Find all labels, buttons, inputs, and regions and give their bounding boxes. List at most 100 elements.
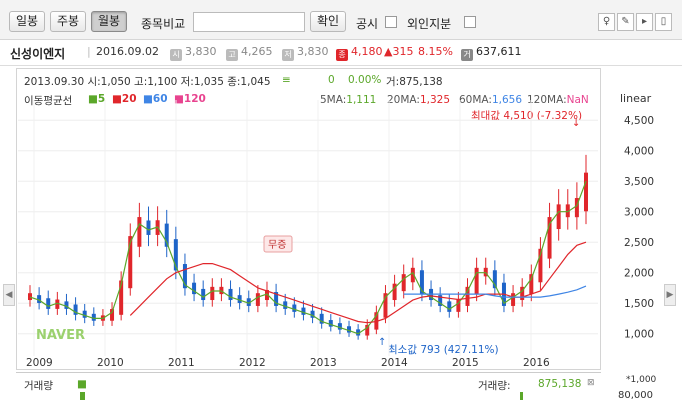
y-tick-label: 4,000 bbox=[624, 146, 654, 158]
candle-body bbox=[228, 288, 233, 301]
candle-body bbox=[164, 223, 169, 247]
candle-body bbox=[310, 310, 315, 318]
event-label: 무증 bbox=[268, 239, 286, 251]
y-tick-label: 2,000 bbox=[624, 268, 654, 280]
candle-body bbox=[556, 204, 561, 230]
x-tick-label: 2010 bbox=[97, 357, 124, 369]
x-tick-label: 2014 bbox=[381, 357, 408, 369]
toolbar: 일봉 주봉 월봉 종목비교 확인 공시 외인지분 ♀ ✎ ▸ ▯ bbox=[0, 0, 682, 40]
candle-body bbox=[128, 236, 133, 289]
candle-body bbox=[547, 217, 552, 259]
scale-label[interactable]: linear bbox=[620, 92, 652, 105]
ma20-legend[interactable]: ■20 bbox=[112, 93, 137, 105]
candle-body bbox=[264, 290, 269, 301]
stock-volume: 거 637,611 bbox=[461, 45, 522, 61]
event-badge bbox=[263, 235, 293, 253]
x-tick-label: 2016 bbox=[523, 357, 550, 369]
ma5-legend[interactable]: ■5 bbox=[88, 93, 106, 105]
crosshair-change-pct: 0.00% bbox=[348, 74, 382, 86]
ma20-value: 20MA:1,325 bbox=[387, 94, 451, 106]
low-icon: 저 bbox=[282, 49, 294, 61]
candle-body bbox=[347, 326, 352, 333]
candle-body bbox=[383, 293, 388, 318]
ma120-legend[interactable]: ■120 bbox=[174, 93, 206, 105]
close-icon[interactable]: ⊠ bbox=[587, 378, 595, 388]
daily-button[interactable]: 일봉 bbox=[9, 11, 45, 32]
stock-date: 2016.09.02 bbox=[96, 45, 159, 58]
y-tick-label: 1,500 bbox=[624, 298, 654, 310]
candle-body bbox=[538, 248, 543, 283]
volume-unit: *1,000 bbox=[626, 375, 657, 385]
stock-name: 신성이엔지 bbox=[10, 47, 66, 61]
candle-body bbox=[173, 239, 178, 271]
ma5-value: 5MA:1,111 bbox=[320, 94, 377, 106]
candle-body bbox=[73, 304, 78, 315]
max-arrow-icon: ↓ bbox=[572, 118, 580, 129]
candle-body bbox=[210, 286, 215, 301]
volume-readout-label: 거래량: bbox=[478, 380, 511, 392]
max-label: 최대값 4,510 (-7.32%) bbox=[471, 110, 583, 122]
volume-icon: 거 bbox=[461, 49, 473, 61]
candle-body bbox=[574, 198, 579, 218]
price-change-pct: 8.15% bbox=[418, 45, 453, 58]
weekly-button[interactable]: 주봉 bbox=[50, 11, 86, 32]
candle-body bbox=[110, 309, 115, 321]
x-tick-label: 2011 bbox=[168, 357, 195, 369]
price-change: ▲315 bbox=[384, 45, 414, 58]
candle-body bbox=[392, 283, 397, 301]
stock-info-bar: 신성이엔지 | 2016.09.02 시 3,830 고 4,265 저 3,830 … bbox=[0, 40, 682, 66]
candle-body bbox=[438, 295, 443, 306]
candle-body bbox=[274, 292, 279, 306]
candle-body bbox=[474, 267, 479, 295]
eraser-icon[interactable]: ▯ bbox=[655, 13, 672, 31]
candle-body bbox=[319, 313, 324, 324]
candle-body bbox=[55, 299, 60, 309]
candle-body bbox=[37, 295, 42, 303]
volume-legend: ■ bbox=[77, 378, 87, 390]
pen-icon[interactable]: ✎ bbox=[617, 13, 634, 31]
candle-body bbox=[410, 267, 415, 283]
volume-readout-value: 875,138 bbox=[538, 378, 582, 390]
y-tick-label: 2,500 bbox=[624, 237, 654, 249]
close-icon: 종 bbox=[336, 49, 348, 61]
candle-body bbox=[46, 298, 51, 309]
candle-body bbox=[255, 293, 260, 306]
candle-body bbox=[283, 301, 288, 309]
cursor-icon[interactable]: ▸ bbox=[636, 13, 653, 31]
scroll-left-button[interactable]: ◀ bbox=[3, 284, 15, 306]
disclosure-checkbox[interactable] bbox=[385, 16, 397, 28]
scroll-right-button[interactable]: ▶ bbox=[664, 284, 676, 306]
foreign-checkbox[interactable] bbox=[464, 16, 476, 28]
candle-body bbox=[401, 274, 406, 292]
foreign-label: 외인지분 bbox=[407, 17, 452, 31]
ma60-legend[interactable]: ■60 bbox=[143, 93, 168, 105]
min-arrow-icon: ↑ bbox=[378, 337, 386, 348]
candle-body bbox=[511, 293, 516, 306]
y-tick-label: 3,000 bbox=[624, 207, 654, 219]
candle-body bbox=[529, 274, 534, 295]
list-icon: ≡ bbox=[282, 74, 291, 86]
monthly-button[interactable]: 월봉 bbox=[91, 11, 127, 32]
candle-body bbox=[64, 301, 69, 309]
close-price: 종 4,180 bbox=[336, 45, 383, 61]
candle-body bbox=[447, 301, 452, 312]
y-tick-label: 3,500 bbox=[624, 176, 654, 188]
open-icon: 시 bbox=[170, 49, 182, 61]
pin-icon[interactable]: ♀ bbox=[598, 13, 615, 31]
y-tick-label: 1,000 bbox=[624, 329, 654, 341]
ma60-value: 60MA:1,656 bbox=[459, 94, 523, 106]
volume-bar bbox=[80, 392, 85, 400]
ma-line-5 bbox=[29, 180, 587, 335]
min-label: 최소값 793 (427.11%) bbox=[388, 344, 499, 356]
compare-input[interactable] bbox=[193, 12, 305, 32]
open-price: 시 3,830 bbox=[170, 45, 217, 61]
confirm-button[interactable]: 확인 bbox=[310, 11, 346, 32]
candle-body bbox=[237, 295, 242, 303]
ma-line-20 bbox=[129, 241, 587, 324]
candle-body bbox=[565, 204, 570, 218]
ma-line-60 bbox=[403, 285, 587, 298]
low-price: 저 3,830 bbox=[282, 45, 329, 61]
candle-body bbox=[246, 298, 251, 306]
divider: | bbox=[87, 45, 91, 58]
